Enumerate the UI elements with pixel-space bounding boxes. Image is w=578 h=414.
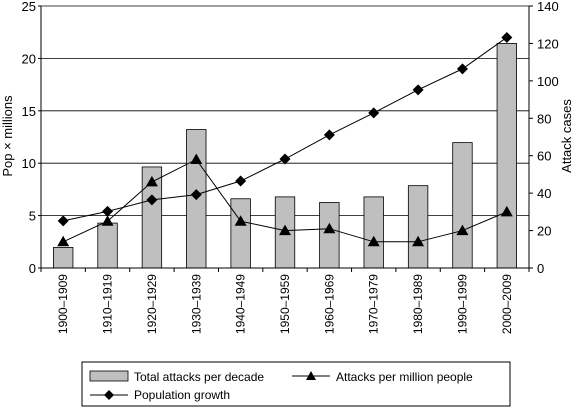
population-growth-point: [279, 153, 291, 165]
x-tick-label: 1940–1949: [234, 274, 248, 334]
population-growth-line: [63, 37, 508, 222]
y-left-tick-label: 20: [22, 51, 36, 66]
x-tick-label: 1910–1919: [101, 274, 115, 334]
x-tick-label: 1960–1969: [322, 274, 336, 334]
attacks-per-million-point: [190, 153, 203, 164]
population-growth-point: [190, 189, 202, 201]
y-right-tick-label: 20: [537, 224, 551, 239]
bar: [452, 142, 473, 269]
x-tick-label: 1990–1999: [455, 274, 469, 334]
y-right-tick-label: 120: [537, 36, 559, 51]
y-left-tick-label: 10: [22, 156, 36, 171]
bar: [407, 185, 429, 269]
bar: [230, 198, 251, 269]
legend-label-total-attacks: Total attacks per decade: [134, 370, 264, 384]
x-tick-label: 1980–1989: [411, 274, 425, 334]
legend: Total attacks per decade Attacks per mil…: [81, 361, 511, 407]
legend-label-population: Population growth: [134, 388, 230, 402]
y-right-tick-label: 80: [537, 111, 551, 126]
population-growth-point: [235, 175, 247, 187]
tick-labels: 0 5 10 15 20 25 0 20 40 60 80 100 120 140 1900–1909 191…: [22, 0, 559, 334]
attacks-per-million-point: [456, 224, 469, 236]
bar: [496, 43, 517, 269]
x-tick-label: 1970–1979: [367, 274, 381, 334]
attacks-per-million-point: [323, 222, 336, 234]
bar: [363, 196, 384, 269]
y-axis-left-label: Pop × millions: [0, 95, 15, 177]
bar: [97, 222, 118, 269]
x-tick-label: 1900–1909: [56, 274, 70, 334]
population-growth-point: [456, 63, 468, 75]
x-tick-label: 2000–2009: [500, 274, 514, 334]
legend-label-attacks-per-million: Attacks per million people: [336, 370, 473, 384]
legend-frame: [81, 361, 511, 407]
legend-bar-swatch: [89, 370, 129, 382]
x-tick-label: 1920–1929: [145, 274, 159, 334]
x-tick-label: 1950–1959: [278, 274, 292, 334]
axes: [38, 5, 533, 272]
attacks-per-million-point: [101, 215, 114, 226]
line-series: [57, 31, 513, 247]
attacks-per-million-point: [145, 175, 158, 187]
population-growth-point: [501, 31, 513, 43]
attacks-per-million-point: [367, 235, 380, 247]
y-right-tick-label: 140: [537, 0, 559, 14]
population-growth-point: [368, 107, 380, 119]
y-left-tick-label: 0: [29, 261, 36, 276]
population-growth-point: [146, 194, 158, 206]
y-left-tick-label: 15: [22, 104, 36, 119]
attacks-per-million-point: [234, 215, 247, 226]
legend-triangle-marker: [306, 371, 316, 380]
y-axis-right-label: Attack cases: [559, 99, 574, 173]
bar: [319, 202, 340, 269]
attacks-per-million-point: [57, 235, 70, 247]
x-tick-label: 1930–1939: [189, 274, 203, 334]
population-growth-point: [323, 129, 335, 141]
y-left-tick-label: 25: [22, 0, 36, 14]
population-growth-point: [412, 84, 424, 96]
population-growth-point: [102, 205, 114, 217]
y-right-tick-label: 60: [537, 149, 551, 164]
bar: [53, 247, 74, 269]
population-growth-point: [57, 215, 69, 227]
attacks-per-million-point: [500, 205, 513, 217]
y-right-tick-label: 40: [537, 186, 551, 201]
y-right-tick-label: 0: [537, 261, 544, 276]
legend-diamond-marker: [104, 390, 114, 400]
y-right-tick-label: 100: [537, 74, 559, 89]
attacks-per-million-point: [412, 235, 425, 247]
attacks-per-million-point: [279, 224, 291, 236]
y-left-tick-label: 5: [29, 209, 36, 224]
